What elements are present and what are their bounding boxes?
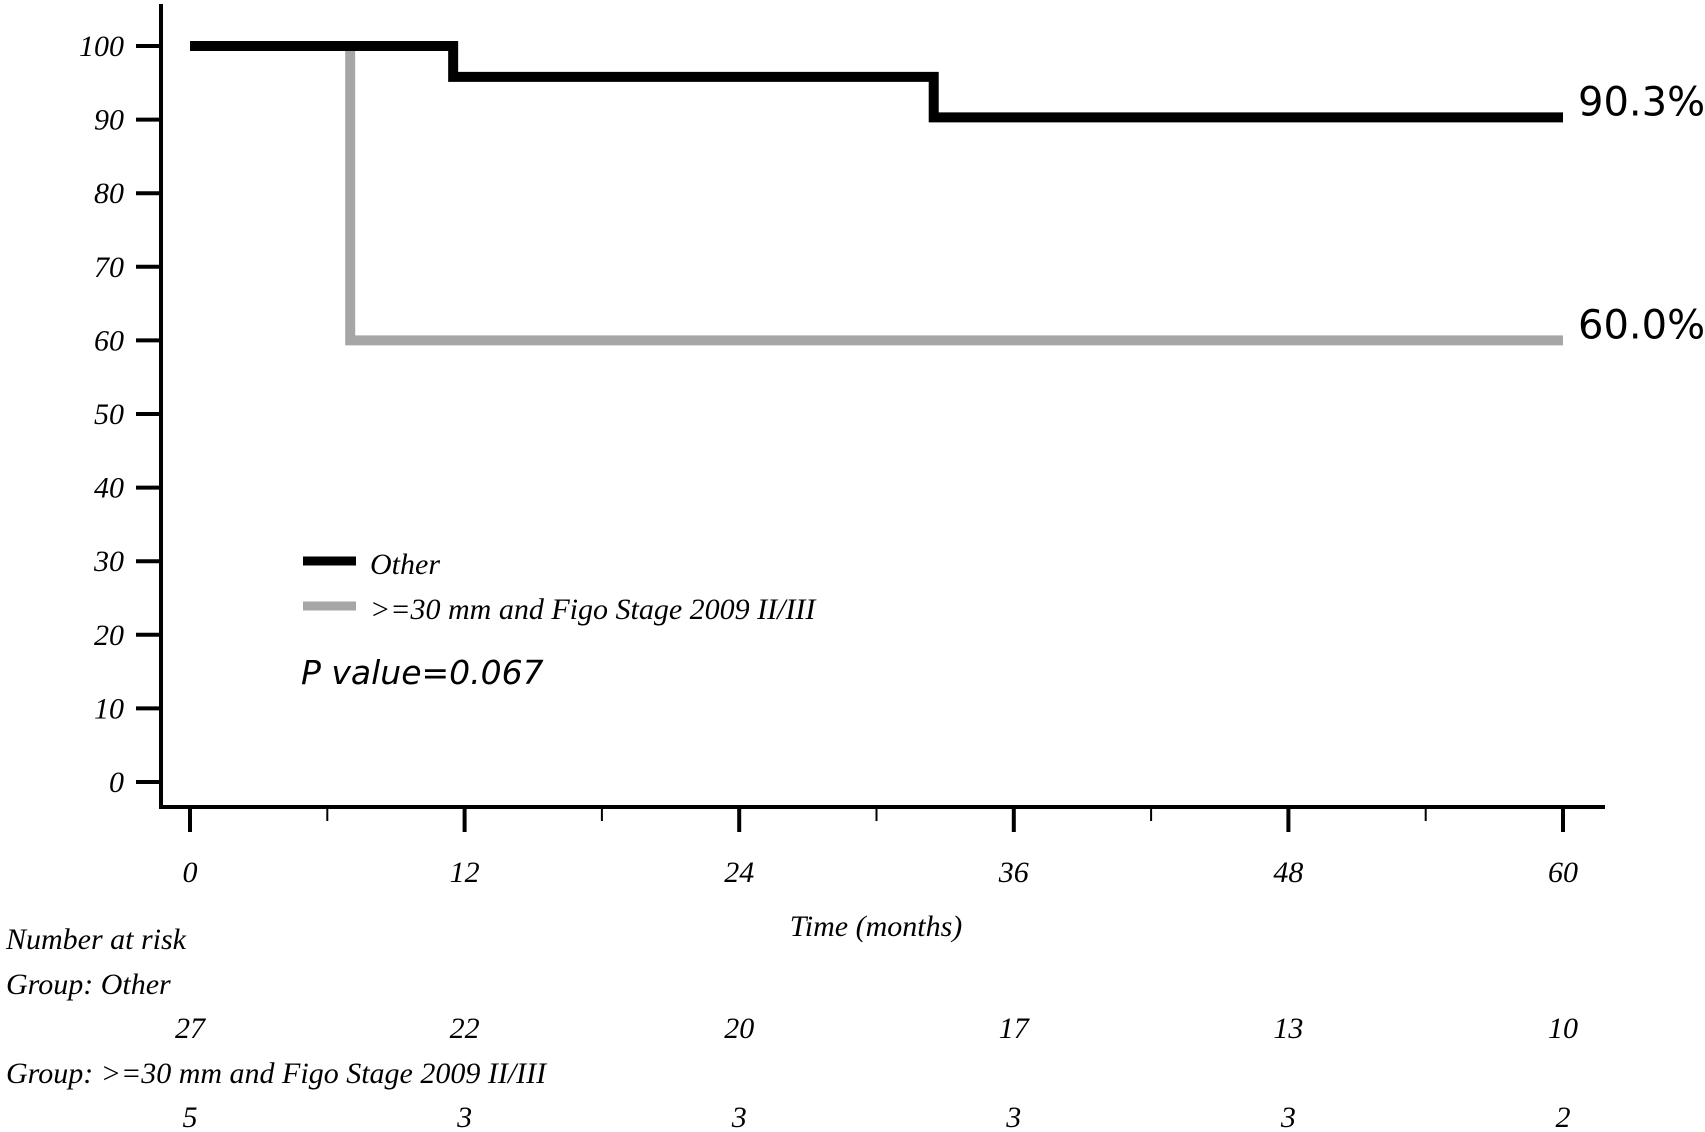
y-tick-label: 30 xyxy=(93,545,124,578)
risk-count: 2 xyxy=(1556,1101,1571,1132)
y-tick-label: 40 xyxy=(94,472,124,505)
risk-count: 10 xyxy=(1548,1012,1578,1045)
risk-count: 3 xyxy=(1280,1101,1296,1132)
series-end-label-1: 60.0% xyxy=(1578,302,1705,348)
risk-count: 3 xyxy=(1005,1101,1021,1132)
series-end-label-0: 90.3% xyxy=(1578,79,1705,125)
y-tick-label: 10 xyxy=(94,692,124,725)
risk-count: 3 xyxy=(731,1101,747,1132)
x-tick-label: 0 xyxy=(183,856,198,889)
x-ticks: 0 12 24 36 48 60 xyxy=(183,807,1578,889)
legend-label-stage: >=30 mm and Figo Stage 2009 II/III xyxy=(370,593,817,626)
risk-table-title: Number at risk xyxy=(5,923,187,956)
y-tick-label: 60 xyxy=(94,324,124,357)
series-line-0 xyxy=(190,41,1563,123)
y-tick-label: 70 xyxy=(94,251,124,284)
y-tick-label: 100 xyxy=(79,30,124,63)
y-tick-label: 50 xyxy=(94,398,124,431)
p-value-annotation: P value=0.067 xyxy=(301,653,544,692)
end-labels: 90.3% 60.0% xyxy=(1578,79,1705,348)
risk-count: 27 xyxy=(175,1012,207,1045)
x-tick-label: 48 xyxy=(1273,856,1303,889)
y-tick-label: 80 xyxy=(94,177,124,210)
x-tick-label: 24 xyxy=(724,856,754,889)
risk-counts: 27 22 20 17 13 10 5 3 3 3 3 2 xyxy=(175,1012,1578,1132)
y-tick-label: 90 xyxy=(94,104,124,137)
x-tick-label: 12 xyxy=(450,856,480,889)
x-axis-label: Time (months) xyxy=(790,910,963,943)
legend-label-other: Other xyxy=(370,548,440,581)
x-tick-label: 36 xyxy=(998,856,1029,889)
risk-count: 17 xyxy=(999,1012,1031,1045)
y-tick-label: 20 xyxy=(94,619,124,652)
series-line-1 xyxy=(190,41,1563,346)
risk-count: 20 xyxy=(724,1012,754,1045)
risk-table: Number at risk Group: Other Group: >=30 … xyxy=(5,923,1578,1132)
x-tick-label: 60 xyxy=(1548,856,1578,889)
risk-count: 3 xyxy=(456,1101,472,1132)
y-ticks: 0 10 20 30 40 50 60 70 80 90 100 xyxy=(79,30,161,799)
risk-group-label-other: Group: Other xyxy=(6,968,171,1001)
legend: Other >=30 mm and Figo Stage 2009 II/III xyxy=(303,548,817,626)
risk-count: 22 xyxy=(450,1012,480,1045)
series xyxy=(190,41,1563,346)
risk-group-label-stage: Group: >=30 mm and Figo Stage 2009 II/II… xyxy=(6,1057,548,1090)
risk-count: 13 xyxy=(1273,1012,1303,1045)
y-tick-label: 0 xyxy=(109,766,124,799)
risk-count: 5 xyxy=(183,1101,198,1132)
